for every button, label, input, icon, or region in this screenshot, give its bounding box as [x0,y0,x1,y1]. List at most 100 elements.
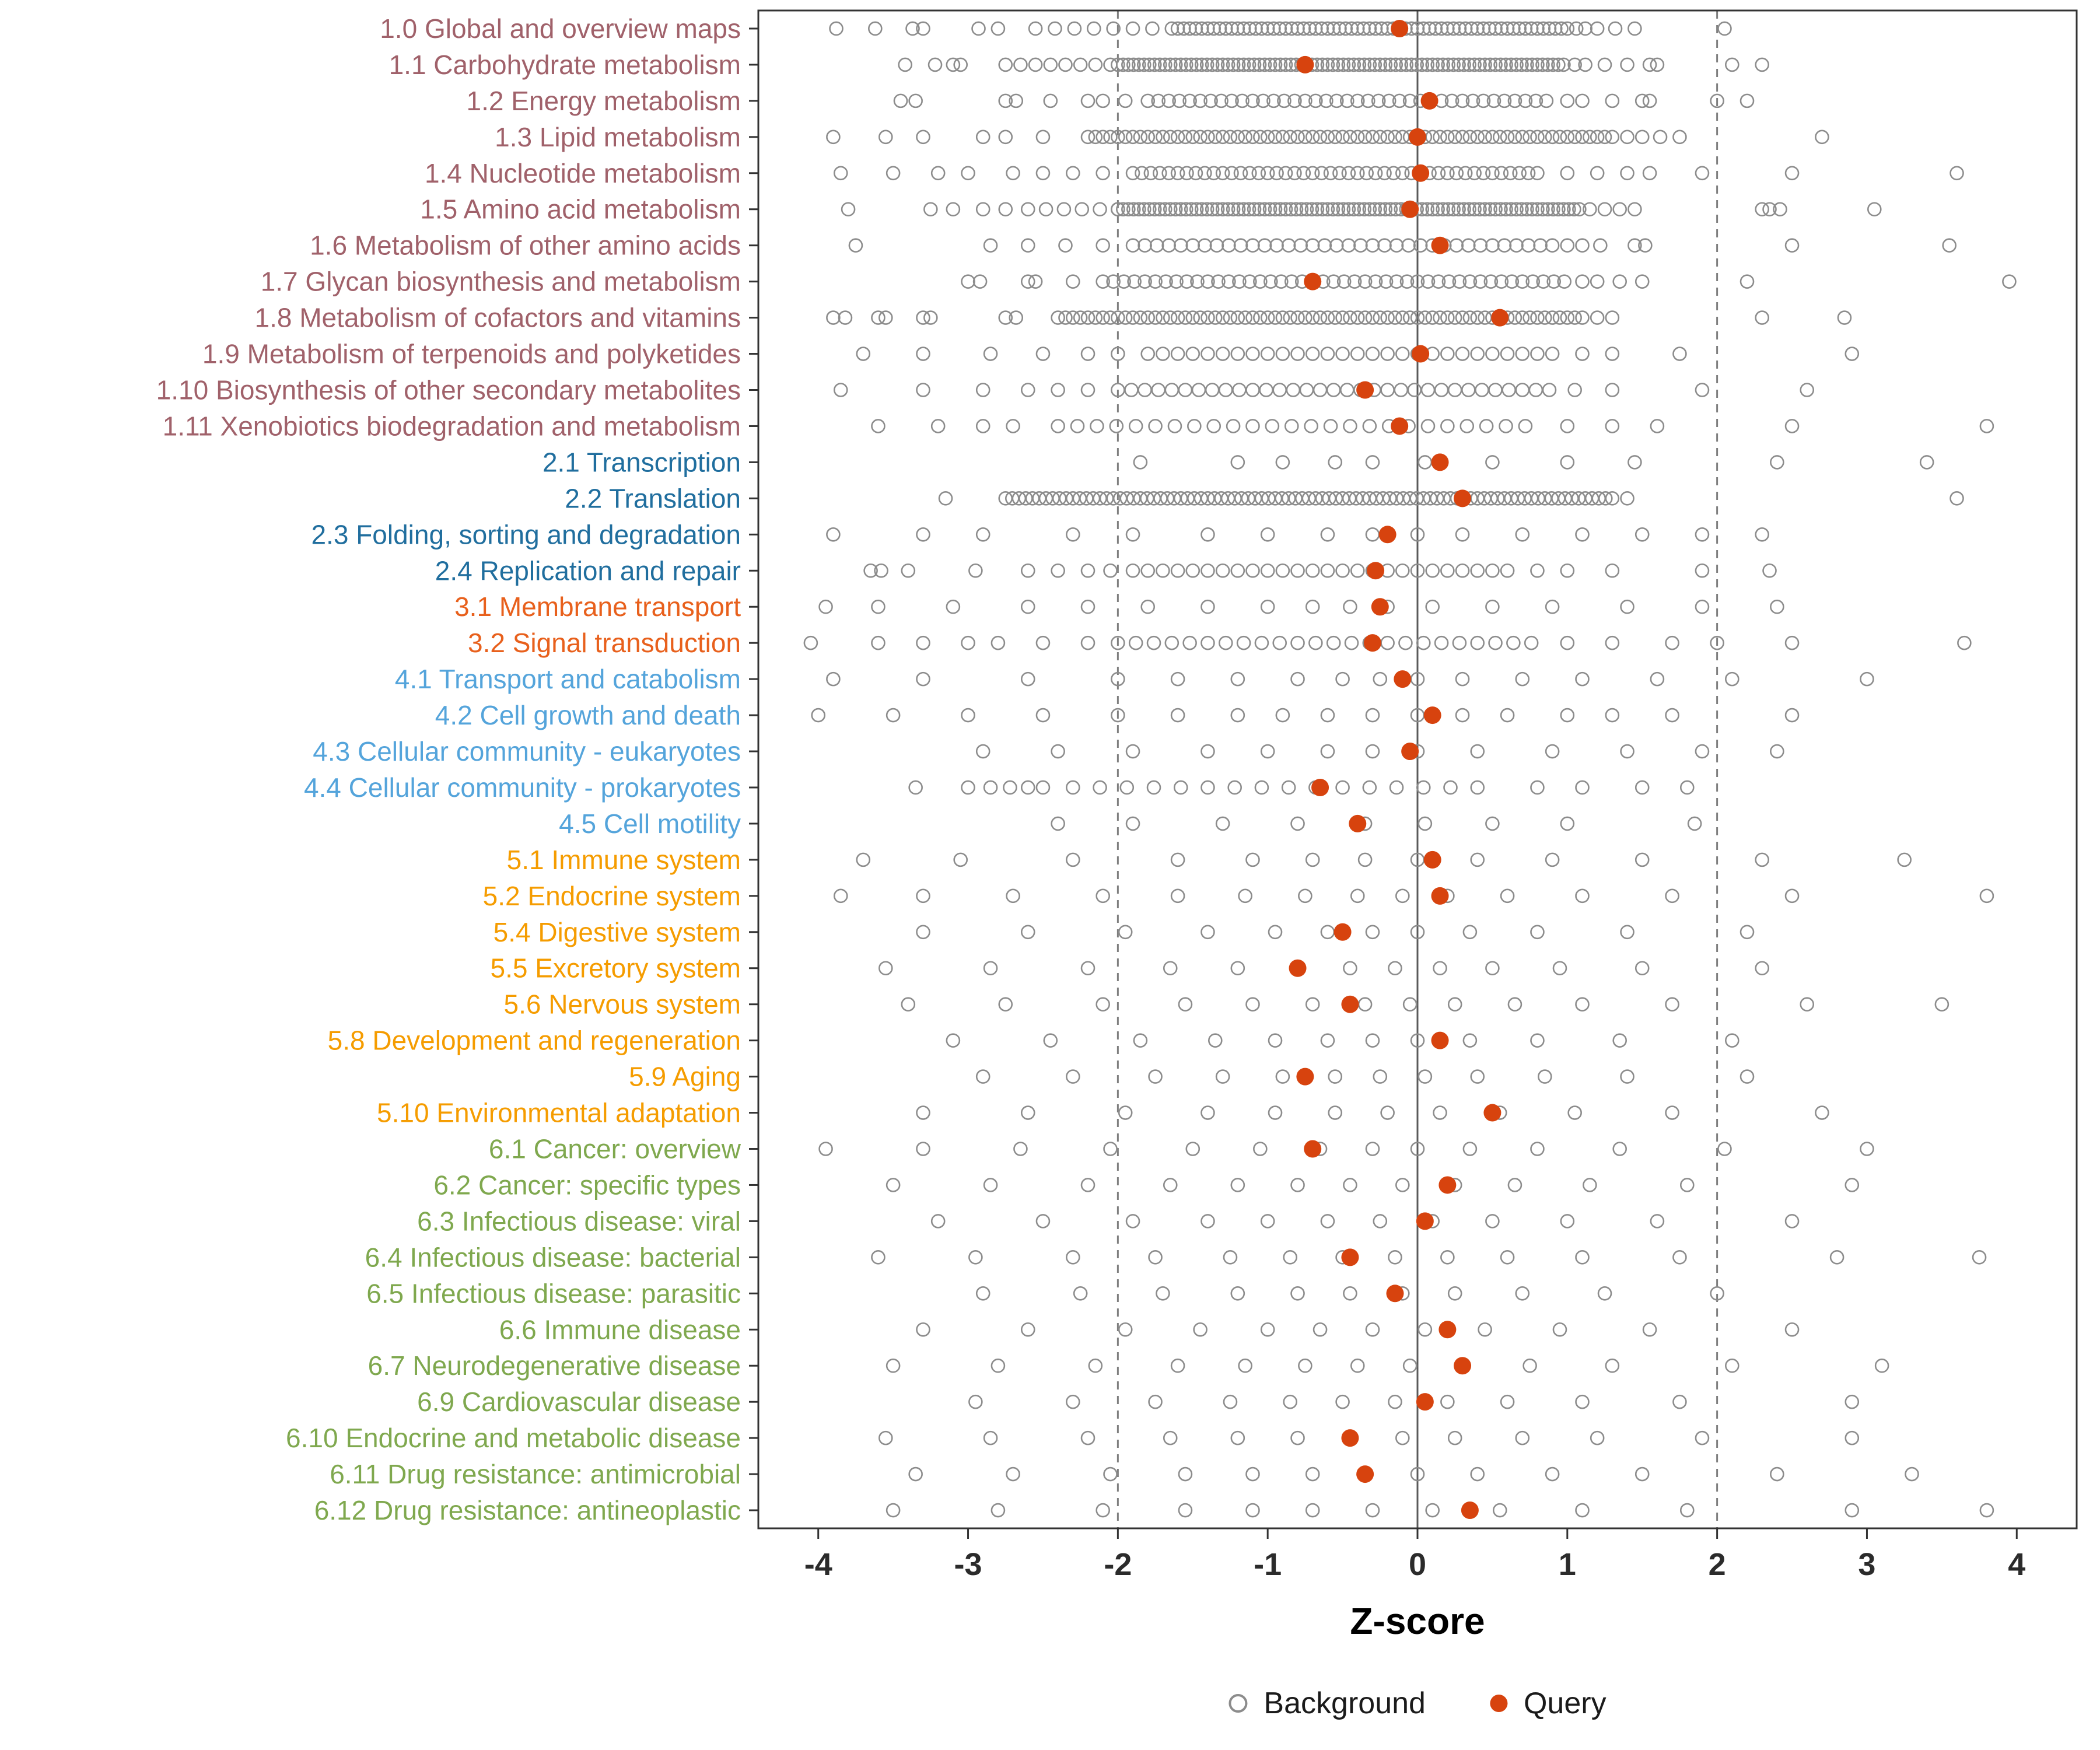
background-point [1080,310,1096,325]
background-point [1233,166,1248,181]
background-point [1612,274,1628,289]
background-point [1200,563,1215,578]
background-point [1305,1466,1320,1482]
background-marker-icon [1228,1694,1248,1713]
background-point [1687,816,1702,831]
background-point [1389,274,1404,289]
background-point [1464,21,1479,36]
background-point [1043,93,1058,108]
background-point [1236,57,1251,72]
background-point [1080,346,1096,361]
background-point [1368,21,1383,36]
background-point [1185,310,1200,325]
query-point [1438,1321,1457,1339]
background-point [1740,93,1755,108]
background-point [916,383,930,397]
background-point [1447,130,1462,145]
background-point [1210,202,1225,217]
background-point [1365,238,1380,253]
background-point [1530,57,1545,72]
background-point [1020,202,1035,217]
background-point [1184,57,1199,72]
background-point [1135,166,1149,181]
background-point [1020,671,1035,687]
background-point [1305,599,1320,614]
background-point [1373,1069,1388,1084]
background-point [1344,21,1359,36]
background-point [1440,21,1455,36]
background-point [1440,166,1455,181]
background-point [1140,310,1156,325]
background-point [998,57,1013,72]
background-point [1605,346,1620,361]
background-point [1148,1394,1163,1409]
background-point [908,1466,923,1482]
query-point [1304,1140,1322,1158]
background-point [1230,1178,1245,1192]
background-point [991,21,1006,36]
background-point [1335,671,1350,687]
background-point [1845,1503,1860,1518]
background-point [1380,635,1395,650]
background-point [1329,93,1344,108]
background-point [1536,21,1551,36]
background-point [1467,57,1482,72]
background-point [1132,57,1146,72]
background-point [826,130,841,145]
background-point [1500,563,1515,578]
background-point [1695,563,1710,578]
background-point [1395,888,1410,904]
chart-svg: 1.0 Global and overview maps 1.1 Carbohyd… [156,9,2078,1582]
background-point [1590,310,1605,325]
background-point [1420,202,1434,217]
background-point [1367,57,1382,72]
background-point [1073,1286,1088,1301]
background-point [1504,202,1518,217]
background-point [1530,563,1545,578]
background-point [1672,1394,1687,1409]
query-point [1311,778,1329,796]
background-point [1278,202,1293,217]
background-point [1289,202,1304,217]
background-point [1572,202,1587,217]
query-point [1423,706,1441,724]
background-point [1051,816,1065,831]
background-point [1125,816,1140,831]
background-point [1552,1322,1567,1337]
background-point [1298,93,1312,108]
background-point [1542,383,1557,397]
background-point [1173,238,1188,253]
y-axis-label: 6.11 Drug resistance: antimicrobial [330,1459,741,1489]
background-point [1254,635,1269,650]
background-point [1569,21,1584,36]
background-point [1394,383,1409,397]
background-point [1679,1178,1695,1192]
background-point [1140,130,1156,145]
background-point [1560,419,1575,433]
background-point [946,202,961,217]
background-point [1979,888,1994,904]
background-point [1443,780,1458,795]
background-point [1215,816,1230,831]
background-point [1410,310,1425,325]
background-point [1043,57,1058,72]
background-point [1575,997,1590,1012]
background-point [1283,130,1298,145]
background-point [1560,455,1575,470]
background-point [961,635,975,650]
background-point [1554,21,1569,36]
background-point [1665,997,1679,1012]
background-point [1362,202,1377,217]
background-point [991,635,1006,650]
background-point [1320,1033,1335,1048]
background-point [1430,57,1445,72]
background-point [1473,274,1488,289]
y-axis-label: 6.4 Infectious disease: bacterial [365,1242,741,1272]
background-point [1206,419,1222,433]
background-point [1262,57,1278,72]
background-point [1256,93,1270,108]
background-point [975,527,991,542]
background-point [1335,346,1350,361]
background-point [1103,57,1118,72]
y-axis-label: 1.5 Amino acid metabolism [420,194,741,225]
